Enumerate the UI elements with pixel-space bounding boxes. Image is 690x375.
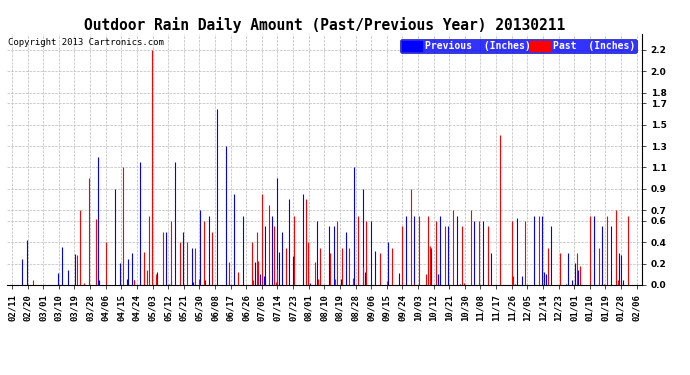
- Legend: Previous  (Inches), Past  (Inches): Previous (Inches), Past (Inches): [400, 39, 637, 53]
- Text: Copyright 2013 Cartronics.com: Copyright 2013 Cartronics.com: [8, 38, 164, 46]
- Title: Outdoor Rain Daily Amount (Past/Previous Year) 20130211: Outdoor Rain Daily Amount (Past/Previous…: [83, 16, 565, 33]
